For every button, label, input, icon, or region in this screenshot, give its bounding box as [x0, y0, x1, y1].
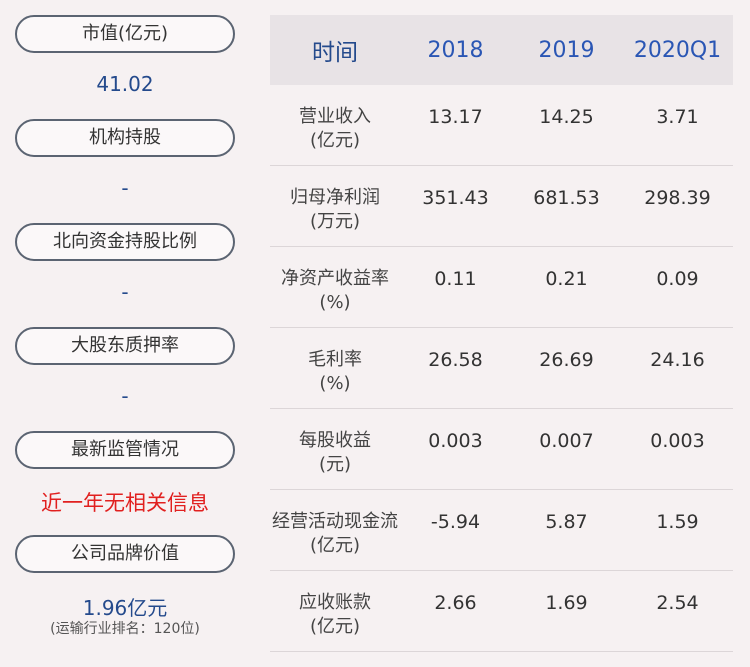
cell-value: 1.59 [656, 511, 699, 533]
cell-value: 26.58 [428, 349, 483, 371]
row-label: 经营活动现金流 (亿元) [272, 511, 398, 556]
table-header: 时间 2018 2019 2020Q1 [270, 15, 733, 85]
financial-table: 时间 2018 2019 2020Q1 营业收入 (亿元) 13.17 14.25… [270, 15, 733, 652]
row-label: 每股收益 (元) [299, 430, 371, 475]
table-row: 经营活动现金流 (亿元) -5.94 5.87 1.59 [270, 490, 733, 571]
brand-rank-note: (运输行业排名：120位) [50, 621, 200, 637]
brand-value-label: 公司品牌价值 [15, 535, 235, 573]
cell-value: 298.39 [644, 187, 711, 209]
row-label: 净资产收益率 (%) [281, 268, 389, 313]
cell-value: 2.66 [434, 592, 477, 614]
northbound-ratio-label: 北向资金持股比例 [15, 223, 235, 261]
cell-value: 681.53 [533, 187, 600, 209]
pledge-rate-value: - [121, 384, 129, 408]
cell-value: 13.17 [428, 106, 483, 128]
market-cap-label: 市值(亿元) [15, 15, 235, 53]
cell-value: 24.16 [650, 349, 705, 371]
row-label: 应收账款 (亿元) [299, 592, 371, 637]
cell-value: 0.21 [545, 268, 588, 290]
cell-value: -5.94 [430, 511, 481, 533]
northbound-ratio-value: - [121, 280, 129, 304]
regulatory-status-label: 最新监管情况 [15, 431, 235, 469]
header-year: 2019 [538, 37, 595, 63]
cell-value: 0.09 [656, 268, 699, 290]
institutional-holding-value: - [121, 176, 129, 200]
header-year: 2018 [427, 37, 484, 63]
table-row: 净资产收益率 (%) 0.11 0.21 0.09 [270, 247, 733, 328]
row-label: 毛利率 (%) [308, 349, 362, 394]
cell-value: 0.11 [434, 268, 477, 290]
regulatory-status-value: 近一年无相关信息 [41, 491, 209, 515]
table-row: 营业收入 (亿元) 13.17 14.25 3.71 [270, 85, 733, 166]
cell-value: 0.003 [428, 430, 483, 452]
market-cap-value: 41.02 [96, 72, 154, 96]
row-label: 营业收入 (亿元) [299, 106, 371, 151]
cell-value: 5.87 [545, 511, 588, 533]
row-label: 归母净利润 (万元) [290, 187, 380, 232]
table-row: 毛利率 (%) 26.58 26.69 24.16 [270, 328, 733, 409]
cell-value: 14.25 [539, 106, 594, 128]
cell-value: 351.43 [422, 187, 489, 209]
pledge-rate-label: 大股东质押率 [15, 327, 235, 365]
cell-value: 0.007 [539, 430, 594, 452]
header-time: 时间 [312, 40, 358, 66]
table-row: 归母净利润 (万元) 351.43 681.53 298.39 [270, 166, 733, 247]
header-year: 2020Q1 [633, 37, 722, 63]
cell-value: 3.71 [656, 106, 699, 128]
table-row: 应收账款 (亿元) 2.66 1.69 2.54 [270, 571, 733, 652]
brand-value-value: 1.96亿元 [82, 596, 168, 620]
cell-value: 1.69 [545, 592, 588, 614]
table-row: 每股收益 (元) 0.003 0.007 0.003 [270, 409, 733, 490]
cell-value: 26.69 [539, 349, 594, 371]
cell-value: 2.54 [656, 592, 699, 614]
institutional-holding-label: 机构持股 [15, 119, 235, 157]
cell-value: 0.003 [650, 430, 705, 452]
left-panel: 市值(亿元) 41.02 机构持股 - 北向资金持股比例 - 大股东质押率 - … [0, 0, 250, 667]
